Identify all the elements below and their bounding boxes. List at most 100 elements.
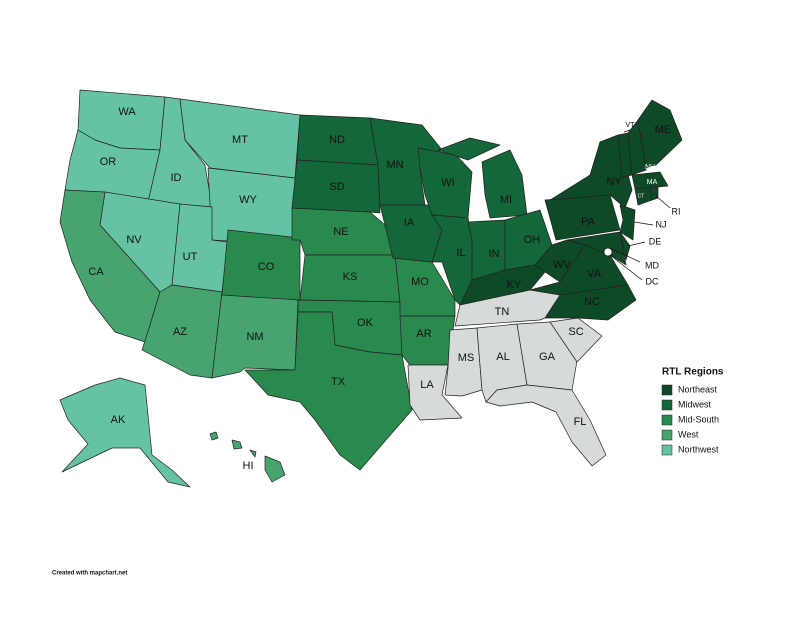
state-shape: [637, 99, 683, 169]
state-shape: [619, 204, 636, 241]
state-shape: [437, 137, 501, 161]
state-shape: [603, 247, 613, 257]
state-label: MA: [647, 179, 658, 186]
state-shape: [619, 231, 631, 261]
leader-line: [609, 254, 643, 281]
state-label: CO: [258, 261, 275, 273]
legend: Northeast Midwest Mid-South West Northwest: [661, 384, 719, 456]
state-label: CA: [88, 266, 104, 278]
legend-label: Northeast: [678, 384, 718, 394]
state: [485, 384, 607, 467]
state-label: DC: [646, 276, 659, 286]
state: [244, 311, 413, 471]
legend-label: West: [678, 429, 699, 439]
state-label: OR: [100, 156, 117, 168]
state-label: KS: [343, 271, 358, 283]
state: [209, 431, 286, 483]
state: [399, 315, 456, 366]
state-label: NH: [645, 164, 655, 171]
state-label: MS: [458, 352, 475, 364]
legend-swatch: [661, 384, 673, 396]
state-shape: [231, 439, 243, 450]
state-label: NJ: [656, 219, 667, 229]
state-label: NE: [333, 226, 348, 238]
state-label: MD: [645, 260, 659, 270]
state-label: FL: [574, 416, 587, 428]
state-shape: [249, 449, 257, 458]
state-label: TX: [331, 376, 346, 388]
legend-title: RTL Regions: [662, 367, 724, 378]
state-shape: [407, 364, 463, 421]
state-label: MT: [232, 134, 248, 146]
state-label: SC: [568, 326, 583, 338]
state: [454, 289, 561, 327]
state-label: HI: [243, 460, 254, 472]
state-label: MI: [500, 194, 512, 206]
state-label: GA: [539, 351, 556, 363]
leader-line: [623, 129, 631, 133]
state-label: TN: [495, 306, 510, 318]
state-label: NY: [606, 176, 622, 188]
state-label: AR: [416, 328, 431, 340]
state: [407, 364, 463, 421]
state-shape: [209, 431, 219, 441]
state-shape: [454, 289, 561, 327]
state: [549, 317, 603, 363]
state: [566, 231, 627, 266]
legend-label: Northwest: [678, 444, 719, 454]
state-shape: [485, 384, 607, 467]
state-label: CT: [638, 193, 645, 199]
leader-line: [627, 241, 646, 247]
state-shape: [369, 117, 443, 206]
state: [369, 117, 443, 206]
state-label: MN: [386, 159, 403, 171]
state-label: ND: [329, 134, 345, 146]
legend-label: Midwest: [678, 399, 712, 409]
states: [59, 89, 683, 488]
state: [619, 204, 636, 241]
state-label: AL: [496, 351, 509, 363]
footer: Created with mapchart.net: [52, 571, 127, 577]
legend-swatch: [661, 414, 673, 426]
legend-swatch: [661, 444, 673, 456]
state-shape: [627, 119, 647, 176]
state-label: AK: [111, 414, 126, 426]
state-label: WA: [118, 106, 136, 118]
state-label: MO: [411, 276, 429, 288]
state-shape: [566, 231, 627, 266]
state: [637, 99, 683, 169]
state-shape: [631, 171, 669, 190]
state-label: RI: [672, 206, 681, 216]
state-label: IN: [489, 248, 500, 260]
state: [603, 247, 613, 257]
state-label: ID: [171, 172, 182, 184]
state-shape: [549, 317, 603, 363]
state-label: NC: [584, 296, 600, 308]
state-label: AZ: [173, 326, 187, 338]
state-label: PA: [581, 216, 596, 228]
state-label: IA: [404, 217, 415, 229]
legend-label: Mid-South: [678, 414, 719, 424]
state-labels: WA OR ID MT WY NV UT AK CA AZ NM HI CO NE KS OK TX MO AR ND…: [88, 106, 680, 472]
state-label: OK: [357, 317, 374, 329]
state-label: WI: [441, 177, 454, 189]
leader-line: [655, 195, 671, 209]
state-shape: [399, 315, 456, 366]
leader-line: [609, 247, 641, 263]
state: [631, 171, 669, 190]
state-shape: [244, 311, 413, 471]
state-label: ME: [655, 124, 672, 136]
state-label: NM: [246, 331, 263, 343]
state-label: WV: [553, 259, 571, 271]
state: [59, 377, 191, 488]
state-label: UT: [183, 251, 198, 263]
state-label: NV: [126, 234, 142, 246]
state-shape: [59, 377, 191, 488]
state-label: IL: [456, 247, 465, 259]
state-shape: [481, 149, 528, 219]
state-label: DE: [649, 236, 662, 246]
legend-swatch: [661, 429, 673, 441]
state: [291, 159, 381, 214]
